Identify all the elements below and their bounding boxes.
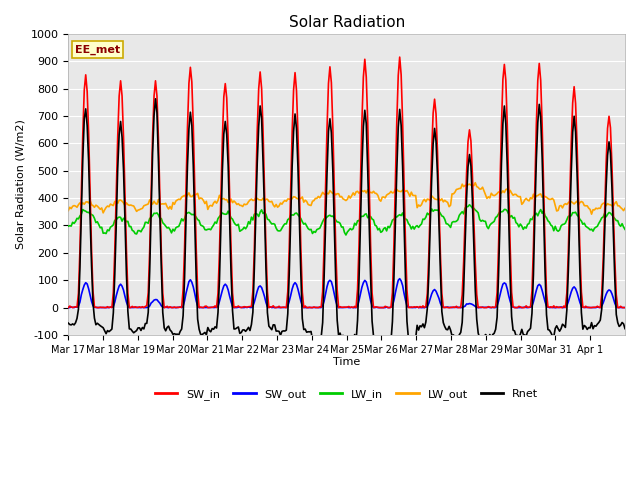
SW_in — [618, 305, 626, 311]
SW_out — [351, 305, 358, 311]
Rnet — [100, 328, 108, 334]
Rnet — [620, 321, 627, 327]
Line: Rnet: Rnet — [68, 99, 625, 344]
LW_in — [65, 223, 72, 229]
SW_in — [545, 304, 553, 310]
Rnet — [621, 326, 629, 332]
X-axis label: Time: Time — [333, 358, 360, 368]
SW_out — [618, 305, 626, 311]
LW_out — [100, 207, 108, 213]
Rnet — [83, 123, 91, 129]
LW_out — [351, 192, 358, 198]
SW_in — [65, 305, 72, 311]
LW_in — [463, 204, 470, 210]
Rnet — [464, 164, 472, 170]
SW_out — [100, 305, 108, 311]
SW_out — [396, 276, 404, 282]
SW_out — [621, 305, 629, 311]
SW_out — [545, 305, 553, 311]
Y-axis label: Solar Radiation (W/m2): Solar Radiation (W/m2) — [15, 120, 25, 250]
Rnet — [408, 341, 415, 347]
Title: Solar Radiation: Solar Radiation — [289, 15, 404, 30]
Text: EE_met: EE_met — [75, 45, 120, 55]
Rnet — [352, 338, 360, 344]
SW_in — [621, 305, 629, 311]
SW_in — [351, 303, 358, 309]
LW_in — [547, 222, 555, 228]
SW_in — [83, 89, 91, 95]
LW_out — [620, 208, 627, 214]
Legend: SW_in, SW_out, LW_in, LW_out, Rnet: SW_in, SW_out, LW_in, LW_out, Rnet — [150, 385, 543, 405]
LW_in — [83, 209, 91, 215]
LW_in — [621, 227, 629, 232]
SW_in — [100, 305, 108, 311]
Line: SW_out: SW_out — [68, 279, 625, 308]
SW_in — [396, 54, 404, 60]
LW_out — [461, 182, 469, 188]
LW_in — [620, 224, 627, 230]
Rnet — [152, 96, 159, 102]
LW_out — [545, 196, 553, 202]
LW_in — [352, 222, 360, 228]
LW_out — [83, 199, 91, 204]
SW_out — [83, 281, 91, 287]
LW_out — [472, 180, 479, 186]
Line: LW_in: LW_in — [68, 205, 625, 235]
LW_out — [65, 208, 72, 214]
SW_out — [65, 305, 72, 311]
SW_out — [463, 301, 470, 307]
LW_in — [342, 232, 349, 238]
LW_in — [100, 230, 108, 236]
Line: LW_out: LW_out — [68, 183, 625, 214]
LW_in — [466, 202, 474, 208]
SW_in — [463, 170, 470, 176]
LW_out — [588, 211, 595, 217]
Line: SW_in: SW_in — [68, 57, 625, 308]
Rnet — [65, 320, 72, 326]
Rnet — [547, 330, 555, 336]
LW_out — [621, 205, 629, 211]
